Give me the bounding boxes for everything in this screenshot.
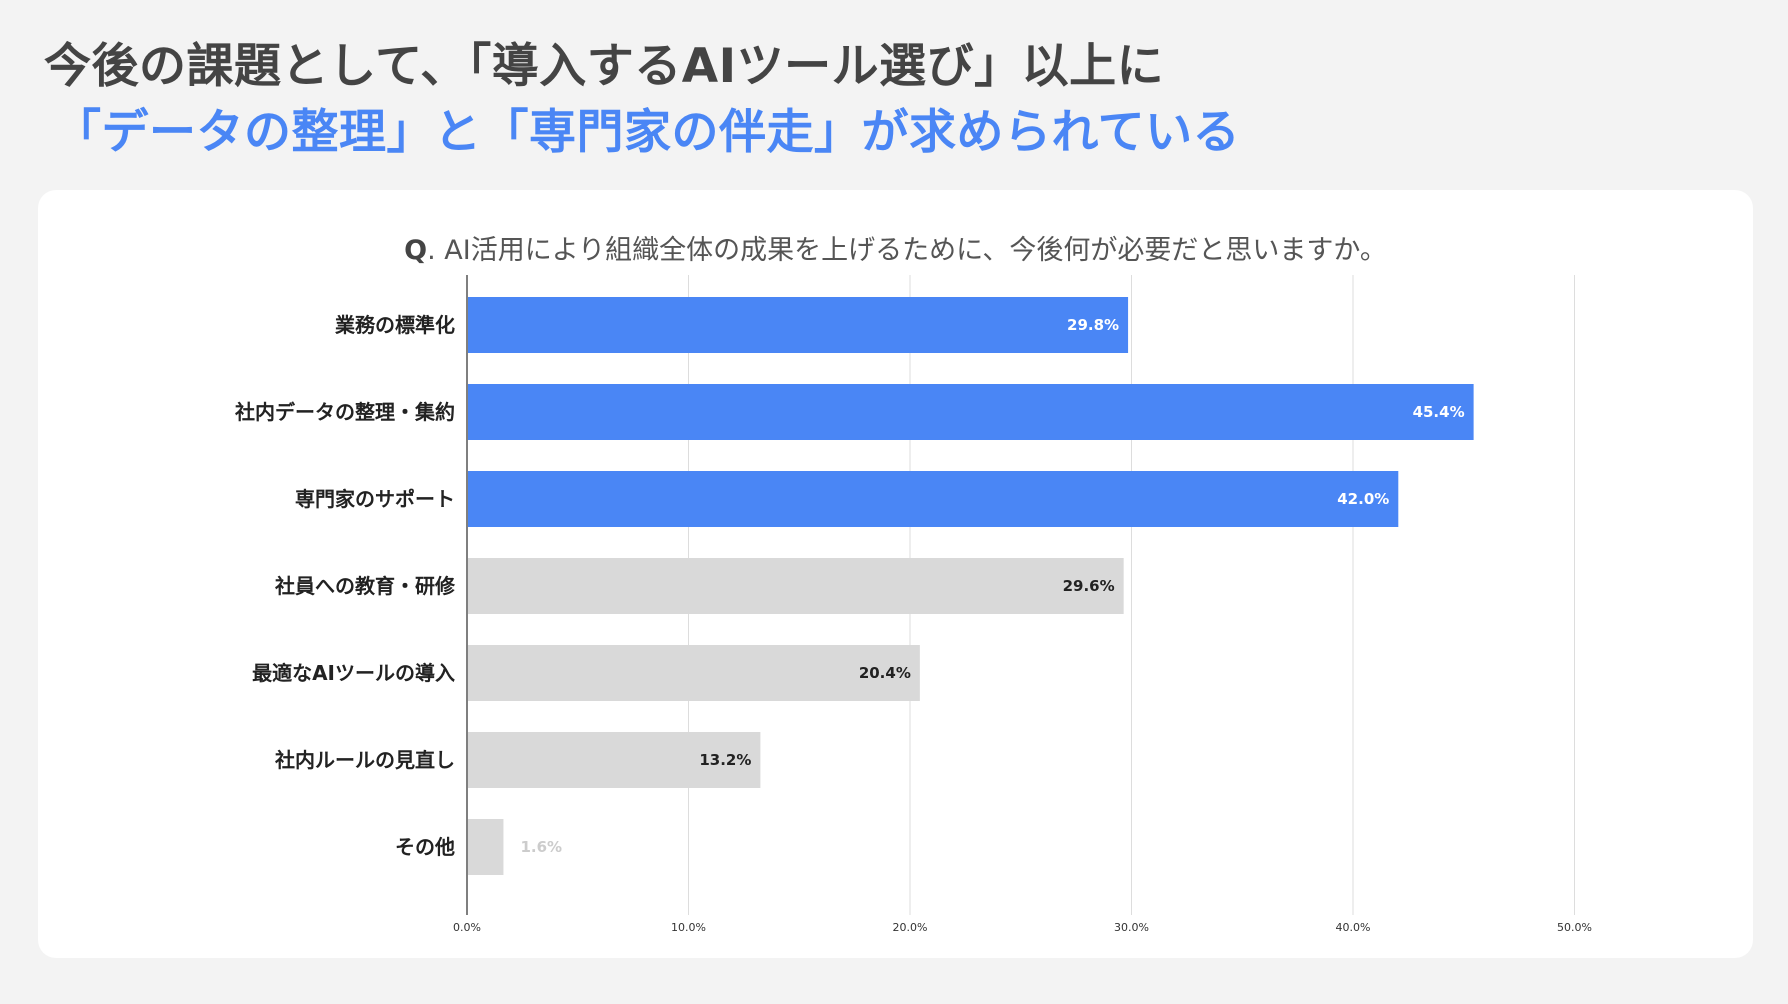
bar [468, 384, 1474, 440]
question-text: . AI活用により組織全体の成果を上げるために、今後何が必要だと思いますか。 [427, 235, 1387, 266]
x-tick-label: 0.0% [453, 921, 481, 934]
bar [468, 471, 1399, 527]
x-tick-label: 20.0% [893, 921, 928, 934]
bar-value-label: 45.4% [1413, 403, 1465, 421]
bar [468, 645, 920, 701]
bar [468, 732, 761, 788]
bar-value-label: 13.2% [699, 751, 751, 769]
category-label: 専門家のサポート [295, 487, 455, 511]
bar [468, 297, 1129, 353]
question-prefix: Q [404, 235, 428, 266]
headline: 今後の課題として、「導入するAIツール選び」以上に 「データの整理」と「専門家の… [44, 34, 1240, 166]
bar-value-label: 29.8% [1067, 316, 1119, 334]
category-label: その他 [395, 835, 455, 859]
category-label: 社内データの整理・集約 [234, 400, 455, 424]
chart-card: Q. AI活用により組織全体の成果を上げるために、今後何が必要だと思いますか。 … [38, 190, 1753, 958]
bar-value-label: 1.6% [520, 838, 562, 856]
category-label: 社内ルールの見直し [274, 748, 455, 772]
category-label: 業務の標準化 [335, 313, 455, 337]
bar-chart: 0.0% 10.0% 20.0% 30.0% 40.0% 50.0% 業務の標準化 29.8%… [234, 275, 1592, 934]
category-label: 社員への教育・研修 [274, 574, 456, 598]
x-tick-label: 30.0% [1114, 921, 1149, 934]
x-tick-label: 50.0% [1557, 921, 1592, 934]
x-tick-label: 40.0% [1336, 921, 1371, 934]
bar [468, 558, 1124, 614]
bar-value-label: 29.6% [1063, 577, 1115, 595]
x-tick-label: 10.0% [671, 921, 706, 934]
bar [468, 819, 504, 875]
headline-line1: 今後の課題として、「導入するAIツール選び」以上に [44, 39, 1165, 94]
bar-value-label: 20.4% [859, 664, 911, 682]
headline-line2: 「データの整理」と「専門家の伴走」が求められている [54, 105, 1241, 160]
category-label: 最適なAIツールの導入 [252, 661, 455, 685]
survey-question: Q. AI活用により組織全体の成果を上げるために、今後何が必要だと思いますか。 [38, 228, 1753, 267]
bar-value-label: 42.0% [1337, 490, 1389, 508]
